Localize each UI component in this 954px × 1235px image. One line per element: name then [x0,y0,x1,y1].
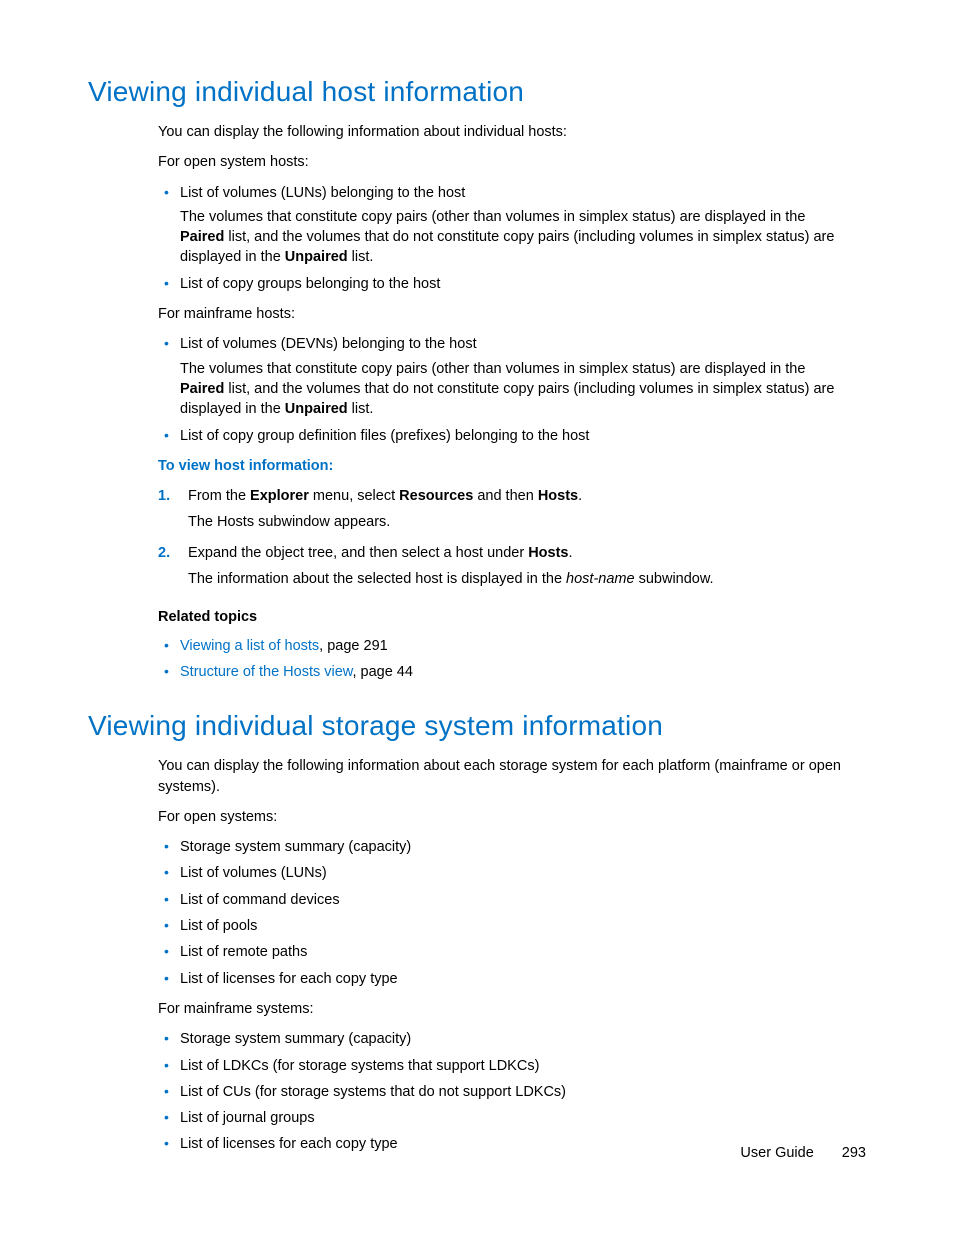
text-run: The volumes that constitute copy pairs (… [180,209,805,225]
bullet-lead: List of volumes (LUNs) belonging to the … [180,185,465,201]
mainframe-systems-label: For mainframe systems: [158,999,852,1019]
list-item: List of copy group definition files (pre… [158,426,852,446]
open-hosts-label: For open system hosts: [158,152,852,172]
step-item: From the Explorer menu, select Resources… [158,486,852,533]
text-run: . [568,545,572,561]
text-run: The information about the selected host … [188,571,566,587]
bold-run: Resources [399,488,473,504]
list-item: Storage system summary (capacity) [158,837,852,857]
list-item: List of LDKCs (for storage systems that … [158,1056,852,1076]
page-footer: User Guide 293 [740,1145,866,1161]
bold-run: Paired [180,229,224,245]
list-item: List of licenses for each copy type [158,969,852,989]
bold-run: Hosts [528,545,568,561]
mainframe-hosts-label: For mainframe hosts: [158,304,852,324]
related-link[interactable]: Viewing a list of hosts [180,638,319,654]
text-run: subwindow. [635,571,714,587]
text-run: From the [188,488,250,504]
bullet-lead: List of volumes (DEVNs) belonging to the… [180,336,477,352]
bold-run: Paired [180,381,224,397]
list-item: List of CUs (for storage systems that do… [158,1082,852,1102]
footer-label: User Guide [740,1145,813,1161]
text-run: The volumes that constitute copy pairs (… [180,361,805,377]
list-item: List of copy groups belonging to the hos… [158,274,852,294]
mainframe-hosts-list: List of volumes (DEVNs) belonging to the… [158,334,852,445]
intro-para: You can display the following informatio… [158,756,852,797]
section-storage-info: Viewing individual storage system inform… [88,710,866,1154]
content-block: You can display the following informatio… [158,756,852,1154]
open-systems-list: Storage system summary (capacity) List o… [158,837,852,989]
text-run: list. [348,249,374,265]
heading-host-info: Viewing individual host information [88,76,866,108]
list-item: Storage system summary (capacity) [158,1029,852,1049]
step-sub: The Hosts subwindow appears. [188,512,852,532]
heading-storage-info: Viewing individual storage system inform… [88,710,866,742]
bold-run: Explorer [250,488,309,504]
list-item: List of volumes (LUNs) belonging to the … [158,183,852,268]
content-block: You can display the following informatio… [158,122,852,682]
text-run: . [578,488,582,504]
list-item: List of volumes (DEVNs) belonging to the… [158,334,852,419]
text-run: , page 291 [319,638,388,654]
list-item: List of volumes (LUNs) [158,863,852,883]
related-topics-list: Viewing a list of hosts, page 291 Struct… [158,636,852,683]
text-run: and then [473,488,538,504]
list-item: List of remote paths [158,942,852,962]
open-hosts-list: List of volumes (LUNs) belonging to the … [158,183,852,294]
open-systems-label: For open systems: [158,807,852,827]
bold-run: Unpaired [285,249,348,265]
mainframe-systems-list: Storage system summary (capacity) List o… [158,1029,852,1154]
intro-para: You can display the following informatio… [158,122,852,142]
list-item: List of journal groups [158,1108,852,1128]
bold-run: Hosts [538,488,578,504]
step-sub: The information about the selected host … [188,569,852,589]
section-host-info: Viewing individual host information You … [88,76,866,682]
list-item: Viewing a list of hosts, page 291 [158,636,852,656]
step-item: Expand the object tree, and then select … [158,543,852,590]
page-number: 293 [842,1145,866,1161]
list-item: List of command devices [158,890,852,910]
text-run: list, and the volumes that do not consti… [180,229,834,265]
bold-run: Unpaired [285,401,348,417]
text-run: list, and the volumes that do not consti… [180,381,834,417]
procedure-heading: To view host information: [158,456,852,476]
bullet-sub-para: The volumes that constitute copy pairs (… [180,207,852,268]
text-run: list. [348,401,374,417]
related-link[interactable]: Structure of the Hosts view [180,664,352,680]
related-topics-heading: Related topics [158,607,852,627]
bullet-sub-para: The volumes that constitute copy pairs (… [180,359,852,420]
italic-run: host-name [566,571,635,587]
text-run: , page 44 [352,664,412,680]
procedure-steps: From the Explorer menu, select Resources… [158,486,852,589]
text-run: menu, select [309,488,399,504]
list-item: Structure of the Hosts view, page 44 [158,662,852,682]
list-item: List of pools [158,916,852,936]
text-run: Expand the object tree, and then select … [188,545,528,561]
